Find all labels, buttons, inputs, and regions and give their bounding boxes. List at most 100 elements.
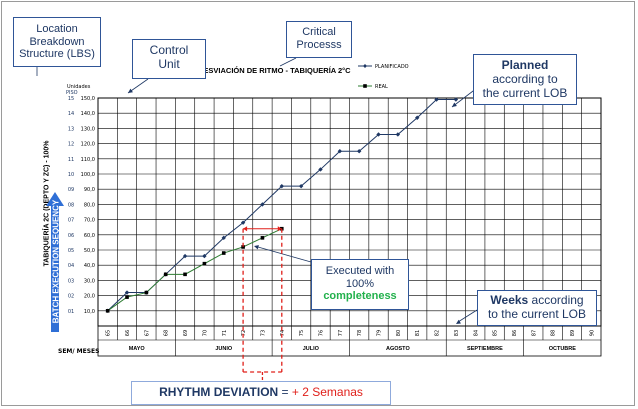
data-point xyxy=(356,149,362,154)
floor-label: 11 xyxy=(68,157,74,163)
pointer-arrow-icon xyxy=(128,88,133,93)
unidades-label: Unidades xyxy=(67,84,91,90)
week-tick-label: 80 xyxy=(396,330,402,336)
floor-label: 07 xyxy=(68,218,74,224)
floor-label: 10 xyxy=(68,172,74,178)
up-arrow-icon xyxy=(46,192,64,332)
week-tick-label: 83 xyxy=(454,330,460,336)
y-tick-label: 140,0 xyxy=(81,111,95,117)
annotation-layer: PLANIFICADO REAL xyxy=(36,57,478,381)
month-label: AGOSTO xyxy=(386,346,410,352)
data-point xyxy=(163,272,168,277)
week-tick-label: 72 xyxy=(241,330,247,336)
weeks-callout: Weeks according to the current LOB xyxy=(477,290,597,326)
week-tick-label: 70 xyxy=(202,330,208,336)
data-point xyxy=(124,290,130,295)
weeks-pointer xyxy=(457,309,478,323)
sem-meses-label: SEM/ MESES xyxy=(58,348,100,355)
y-tick-label: 10,0 xyxy=(84,309,95,315)
planned-pointer xyxy=(451,87,478,108)
y-tick-label: 40,0 xyxy=(84,263,95,269)
planned-callout: Planned according to the current LOB xyxy=(473,54,577,105)
data-point xyxy=(298,183,304,189)
data-point xyxy=(415,115,420,120)
floor-label: 15 xyxy=(68,96,74,102)
week-tick-label: 90 xyxy=(589,330,595,336)
week-tick-label: 89 xyxy=(570,330,576,336)
week-tick-label: 86 xyxy=(512,330,518,336)
week-tick-label: 66 xyxy=(125,330,131,336)
legend-marker xyxy=(363,84,367,88)
critical-process-callout: Critical Processs xyxy=(286,21,352,58)
data-point xyxy=(125,295,129,299)
week-tick-label: 65 xyxy=(106,330,112,336)
pointer-arrow-icon xyxy=(452,102,457,107)
floor-label: 09 xyxy=(68,187,74,193)
y-tick-label: 80,0 xyxy=(84,202,95,208)
legend-label: PLANIFICADO xyxy=(375,64,409,70)
month-label: MAYO xyxy=(129,346,146,352)
data-point xyxy=(376,132,381,137)
y-tick-label: 60,0 xyxy=(84,233,95,239)
week-tick-label: 84 xyxy=(473,330,479,336)
data-point xyxy=(202,261,207,266)
week-tick-label: 68 xyxy=(164,330,170,336)
legend-label: REAL xyxy=(375,84,388,90)
data-point xyxy=(240,220,246,225)
month-label: SEPTIEMBRE xyxy=(467,346,503,352)
week-tick-label: 79 xyxy=(377,330,383,336)
data-point xyxy=(221,235,226,241)
data-point xyxy=(105,309,110,313)
y-tick-label: 150,0 xyxy=(81,96,95,102)
week-tick-label: 69 xyxy=(183,330,189,336)
y-tick-label: 20,0 xyxy=(84,294,95,300)
data-point xyxy=(221,251,226,255)
pointer-arrow-icon xyxy=(254,245,259,250)
month-label: JUNIO xyxy=(215,346,233,352)
y-tick-label: 100,0 xyxy=(81,172,95,178)
data-point xyxy=(202,253,207,259)
deviation-arrow-icon xyxy=(243,226,248,232)
data-point xyxy=(318,167,323,172)
week-tick-label: 67 xyxy=(144,330,150,336)
week-tick-label: 77 xyxy=(338,330,344,336)
deviation-arrow-icon xyxy=(277,226,282,232)
week-tick-label: 71 xyxy=(222,330,228,336)
data-point xyxy=(337,149,343,154)
executed-pointer xyxy=(257,246,312,263)
y-tick-label: 110,0 xyxy=(81,157,95,163)
week-tick-label: 73 xyxy=(260,330,266,336)
data-point xyxy=(144,290,149,295)
lbs-callout: Location Breakdown Structure (LBS) xyxy=(13,17,101,67)
y-tick-label: 130,0 xyxy=(81,126,95,132)
floor-label: 01 xyxy=(68,309,74,315)
week-tick-label: 74 xyxy=(280,330,286,336)
data-point xyxy=(241,245,245,249)
control-unit-callout: Control Unit xyxy=(132,39,206,79)
legend-marker xyxy=(363,64,367,68)
floor-label: 13 xyxy=(68,126,74,132)
floor-label: 05 xyxy=(68,248,74,254)
month-label: JULIO xyxy=(303,346,320,352)
floor-label: 06 xyxy=(68,233,74,239)
piso-label: PISO xyxy=(66,90,78,96)
data-point xyxy=(183,272,187,277)
series-line-real xyxy=(107,228,283,312)
week-tick-label: 88 xyxy=(551,330,557,336)
week-tick-label: 82 xyxy=(435,330,441,336)
y-tick-label: 120,0 xyxy=(81,142,95,148)
batch-sequence-label: BATCH EXECUTION SEQUENCY xyxy=(51,199,61,324)
critical-pointer xyxy=(279,57,297,67)
data-point xyxy=(260,202,265,207)
week-tick-label: 75 xyxy=(299,330,305,336)
y-tick-label: 90,0 xyxy=(84,187,95,193)
floor-label: 04 xyxy=(68,263,74,269)
y-tick-label: 50,0 xyxy=(84,248,95,254)
week-tick-label: 76 xyxy=(318,330,324,336)
axis-labels: 10,0 01 20,0 02 30,0 03 40,0 04 50,0 05 60,0 06 70,0… xyxy=(68,96,596,352)
week-tick-label: 78 xyxy=(357,330,363,336)
floor-label: 14 xyxy=(68,111,74,117)
executed-callout: Executed with 100% completeness xyxy=(311,259,409,310)
